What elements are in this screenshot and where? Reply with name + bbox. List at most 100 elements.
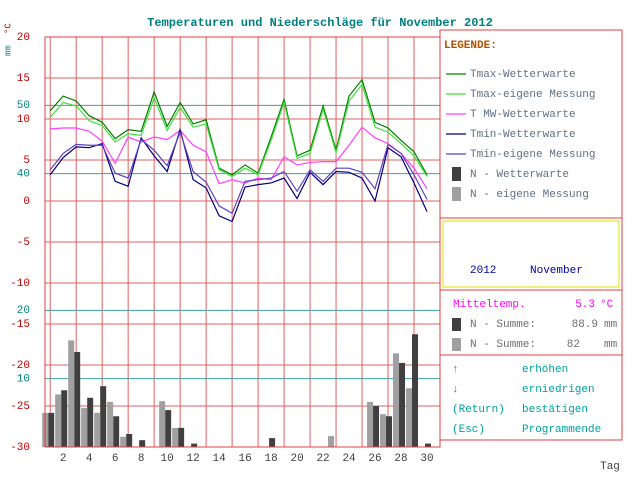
y-tick-label: 10 — [17, 114, 30, 126]
x-tick-label: 22 — [316, 453, 329, 465]
legend-label: Tmax-eigene Messung — [470, 89, 595, 101]
x-tick-label: 28 — [394, 453, 407, 465]
precip-bar — [120, 436, 127, 447]
legend-label: N - eigene Messung — [470, 189, 589, 201]
legend-swatch — [452, 167, 461, 181]
y-tick-label: 5 — [23, 155, 30, 167]
y-tick-label: -15 — [10, 319, 30, 331]
y2-axis-label: mm — [3, 45, 13, 56]
y-tick-label: -30 — [10, 442, 30, 454]
y-tick-label: 0 — [23, 196, 30, 208]
y-tick-label: -10 — [10, 278, 30, 290]
sum-label: N - Summe: — [470, 339, 536, 351]
year: 2012 — [470, 265, 496, 277]
precip-bar — [74, 352, 81, 447]
x-tick-label: 18 — [264, 453, 277, 465]
x-tick-label: 30 — [420, 453, 433, 465]
control-action: bestätigen — [522, 404, 588, 416]
legend-label: T MW-Wetterwarte — [470, 109, 576, 121]
y2-tick-label: 10 — [17, 374, 30, 386]
precip-bar — [94, 412, 101, 447]
y-tick-label: -5 — [17, 237, 30, 249]
y2-tick-label: 50 — [17, 100, 30, 112]
temp-line — [49, 130, 428, 215]
x-tick-label: 8 — [138, 453, 145, 465]
date-box — [442, 220, 620, 288]
y-tick-label: 15 — [17, 73, 30, 85]
precip-bar — [100, 386, 107, 447]
control-action: Programmende — [522, 424, 601, 436]
control-action: erniedrigen — [522, 384, 595, 396]
y2-tick-label: 20 — [17, 305, 30, 317]
sum-label: N - Summe: — [470, 319, 536, 331]
y-tick-label: -25 — [10, 401, 30, 413]
x-tick-label: 20 — [290, 453, 303, 465]
precip-bar — [399, 362, 406, 447]
precip-bar — [48, 412, 55, 447]
y-tick-label: 20 — [17, 32, 30, 44]
precip-bar — [61, 390, 68, 447]
x-axis-label: Tag — [600, 461, 620, 473]
precip-bar — [373, 406, 380, 447]
x-tick-label: 12 — [187, 453, 200, 465]
precip-bar — [191, 443, 198, 447]
mean-label: Mitteltemp. — [453, 299, 526, 311]
precip-bar — [367, 401, 374, 447]
x-tick-label: 26 — [368, 453, 381, 465]
x-tick-label: 24 — [342, 453, 356, 465]
sum-swatch — [452, 318, 461, 331]
month: November — [530, 265, 583, 277]
x-tick-label: 10 — [161, 453, 174, 465]
x-tick-label: 2 — [60, 453, 67, 465]
legend-label: N - Wetterwarte — [470, 169, 569, 181]
legend-label: Tmin-Wetterwarte — [470, 129, 576, 141]
precip-bar — [81, 408, 88, 447]
precip-bar — [159, 401, 166, 447]
precip-bar — [393, 353, 400, 447]
temp-line — [49, 127, 428, 223]
legend-label: Tmax-Wetterwarte — [470, 69, 576, 81]
chart-title: Temperaturen und Niederschläge für Novem… — [147, 16, 493, 30]
control-key: ↑ — [452, 364, 459, 376]
precip-bar — [113, 416, 120, 447]
mean-unit: °C — [600, 299, 614, 311]
sum-swatch — [452, 338, 461, 351]
precip-bar — [380, 414, 387, 447]
control-action: erhöhen — [522, 364, 568, 376]
precip-bar — [425, 443, 432, 447]
control-key: (Esc) — [452, 424, 485, 436]
sum-unit: mm — [604, 339, 618, 351]
sum-value: 82 — [567, 339, 580, 351]
x-tick-label: 6 — [112, 453, 119, 465]
y-tick-label: -20 — [10, 360, 30, 372]
precip-bar — [386, 416, 393, 447]
x-tick-label: 4 — [86, 453, 93, 465]
precip-bar — [87, 397, 94, 447]
precip-bar — [328, 436, 335, 447]
temp-line — [50, 126, 428, 190]
precip-bar — [269, 438, 276, 447]
legend-title: LEGENDE: — [444, 40, 497, 52]
precip-bar — [55, 394, 62, 447]
control-key: ↓ — [452, 384, 459, 396]
plot-frame — [44, 36, 441, 448]
x-tick-label: 16 — [238, 453, 251, 465]
precip-bar — [178, 427, 185, 447]
precip-bar — [126, 434, 133, 447]
precip-bar — [165, 410, 172, 447]
temp-line — [49, 78, 428, 176]
mean-value: 5.3 — [575, 299, 595, 311]
legend-swatch — [452, 187, 461, 201]
precip-bar — [107, 401, 114, 447]
precip-bar — [406, 388, 413, 447]
temp-line — [49, 83, 428, 178]
precip-bar — [412, 334, 419, 447]
legend-label: Tmin-eigene Messung — [470, 149, 595, 161]
precip-bar — [172, 427, 179, 447]
sum-unit: mm — [604, 319, 618, 331]
sum-value: 88.9 — [572, 319, 598, 331]
precip-bar — [139, 440, 146, 447]
control-key: (Return) — [452, 404, 505, 416]
y2-tick-label: 40 — [17, 169, 30, 181]
